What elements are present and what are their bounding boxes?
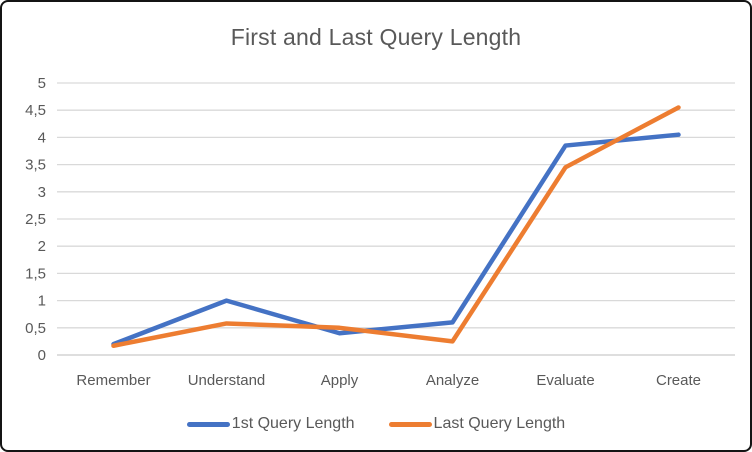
legend-label: 1st Query Length (231, 415, 355, 432)
legend-swatch (388, 421, 432, 427)
y-tick-label: 2,5 (25, 211, 46, 228)
y-tick-label: 0 (38, 347, 46, 364)
y-tick-label: 1 (38, 293, 46, 310)
chart-legend: 1st Query Length Last Query Length (2, 411, 750, 437)
series-line-1st-query-length (111, 132, 681, 347)
y-tick-label: 3,5 (25, 157, 46, 174)
y-tick-label: 4,5 (25, 102, 46, 119)
x-axis-label-evaluate: Evaluate (536, 372, 594, 389)
legend-swatch (186, 421, 230, 427)
x-axis-label-understand: Understand (188, 372, 266, 389)
y-tick-label: 2 (38, 238, 46, 255)
legend-item-1st-query-length: 1st Query Length (186, 415, 355, 433)
y-tick-label: 5 (38, 75, 46, 92)
legend-item-last-query-length: Last Query Length (388, 415, 566, 433)
y-tick-label: 1,5 (25, 265, 46, 282)
chart-title: First and Last Query Length (230, 24, 522, 50)
y-tick-label: 3 (38, 184, 46, 201)
legend-label: Last Query Length (433, 415, 566, 432)
y-tick-label: 4 (38, 129, 46, 146)
x-axis-label-analyze: Analyze (426, 372, 479, 389)
x-axis-label-apply: Apply (321, 372, 359, 389)
x-axis-label-remember: Remember (76, 372, 150, 389)
y-tick-label: 0,5 (25, 320, 46, 337)
series-line-last-query-length (111, 105, 681, 349)
x-axis-label-create: Create (656, 372, 701, 389)
